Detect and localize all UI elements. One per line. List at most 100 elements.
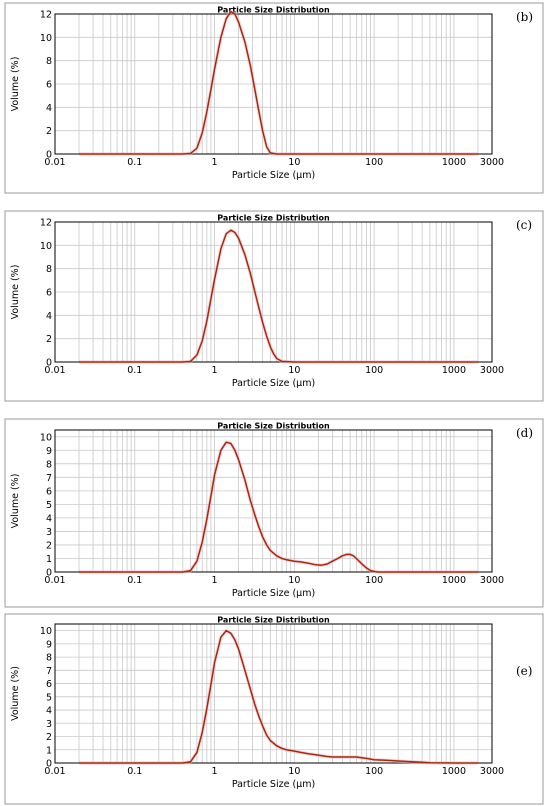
chart-title: Particle Size Distribution bbox=[217, 214, 330, 223]
y-tick-label: 6 bbox=[46, 679, 52, 690]
panel-label-c: (c) bbox=[516, 218, 533, 232]
x-tick-label: 0.01 bbox=[44, 766, 65, 777]
x-tick-label: 0.1 bbox=[127, 365, 142, 376]
panel-label-e: (e) bbox=[516, 664, 533, 678]
x-tick-label: 3000 bbox=[480, 766, 504, 777]
y-tick-label: 5 bbox=[46, 500, 52, 511]
x-tick-label: 100 bbox=[365, 766, 383, 777]
chart-panel-b: 0 2 4 6 8 10 12 0.01 0.1 1 10 100 1000 3000 Particle S… bbox=[0, 0, 550, 198]
x-tick-label: 1 bbox=[212, 766, 218, 777]
series-line bbox=[79, 229, 478, 363]
x-tick-label: 3000 bbox=[480, 365, 504, 376]
y-tick-label: 6 bbox=[46, 486, 52, 497]
series-halo bbox=[79, 440, 478, 574]
x-tick-label: 10 bbox=[288, 766, 300, 777]
panel-frame bbox=[4, 613, 544, 805]
x-tick-label: 100 bbox=[365, 157, 383, 168]
x-tick-label: 0.01 bbox=[44, 575, 65, 586]
plot-area bbox=[54, 221, 493, 363]
y-tick-label: 3 bbox=[46, 719, 52, 730]
y-tick-label: 1 bbox=[46, 745, 52, 756]
x-axis-label: Particle Size (µm) bbox=[232, 378, 315, 389]
x-axis-label: Particle Size (µm) bbox=[232, 779, 315, 790]
series-line bbox=[79, 441, 478, 573]
y-tick-label: 7 bbox=[46, 473, 52, 484]
y-axis-label: Volume (%) bbox=[10, 474, 21, 529]
x-tick-label: 3000 bbox=[480, 157, 504, 168]
x-tick-label: 0.01 bbox=[44, 365, 65, 376]
y-tick-label: 2 bbox=[46, 126, 52, 137]
series-line bbox=[79, 10, 478, 155]
y-tick-label: 0 bbox=[46, 358, 52, 369]
chart-panel-d: 0 1 2 3 4 5 6 7 8 9 10 0.01 0.1 1 10 100 1000 3000 Particl… bbox=[0, 416, 550, 612]
y-tick-label: 4 bbox=[46, 706, 52, 717]
x-tick-label: 1 bbox=[212, 365, 218, 376]
x-tick-label: 1000 bbox=[442, 766, 466, 777]
y-tick-label: 5 bbox=[46, 692, 52, 703]
x-axis-label: Particle Size (µm) bbox=[232, 170, 315, 181]
y-tick-label: 6 bbox=[46, 288, 52, 299]
y-tick-label: 10 bbox=[40, 432, 52, 443]
y-tick-label: 3 bbox=[46, 527, 52, 538]
panel-label-b: (b) bbox=[516, 10, 534, 24]
panel-label-d: (d) bbox=[516, 426, 534, 440]
y-tick-label: 0 bbox=[46, 150, 52, 161]
x-tick-label: 10 bbox=[288, 575, 300, 586]
y-tick-label: 2 bbox=[46, 732, 52, 743]
chart-panel-c: 0 2 4 6 8 10 12 0.01 0.1 1 10 100 1000 3000 Particle S… bbox=[0, 208, 550, 406]
y-tick-label: 0 bbox=[46, 568, 52, 579]
x-tick-label: 1000 bbox=[442, 157, 466, 168]
x-tick-label: 0.1 bbox=[127, 157, 142, 168]
psd-chart-e: 0 1 2 3 4 5 6 7 8 9 10 0.01 0.1 1 10 100 1000 3000 Particl… bbox=[4, 613, 544, 805]
panel-frame bbox=[4, 210, 544, 402]
psd-chart-b: 0 2 4 6 8 10 12 0.01 0.1 1 10 100 1000 3000 Particle S… bbox=[4, 2, 544, 194]
y-axis-label: Volume (%) bbox=[10, 265, 21, 320]
y-tick-label: 2 bbox=[46, 540, 52, 551]
y-tick-label: 12 bbox=[40, 218, 52, 229]
series-halo bbox=[79, 228, 478, 364]
y-tick-label: 10 bbox=[40, 241, 52, 252]
x-tick-label: 0.01 bbox=[44, 157, 65, 168]
y-tick-label: 4 bbox=[46, 103, 52, 114]
panel-frame bbox=[4, 418, 544, 608]
y-tick-label: 0 bbox=[46, 759, 52, 770]
chart-title: Particle Size Distribution bbox=[217, 422, 330, 431]
y-tick-label: 9 bbox=[46, 446, 52, 457]
x-tick-label: 1 bbox=[212, 157, 218, 168]
y-tick-label: 7 bbox=[46, 666, 52, 677]
y-tick-label: 2 bbox=[46, 334, 52, 345]
y-tick-label: 4 bbox=[46, 513, 52, 524]
y-axis-label: Volume (%) bbox=[10, 666, 21, 721]
y-tick-label: 1 bbox=[46, 554, 52, 565]
chart-panel-e: 0 1 2 3 4 5 6 7 8 9 10 0.01 0.1 1 10 100 1000 3000 Particl… bbox=[0, 612, 550, 806]
y-tick-label: 8 bbox=[46, 56, 52, 67]
y-tick-label: 10 bbox=[40, 626, 52, 637]
y-tick-label: 9 bbox=[46, 639, 52, 650]
x-tick-label: 10 bbox=[288, 157, 300, 168]
chart-title: Particle Size Distribution bbox=[217, 6, 330, 15]
x-tick-label: 1000 bbox=[442, 365, 466, 376]
series-line bbox=[79, 629, 478, 764]
plot-area bbox=[54, 429, 493, 573]
plot-area bbox=[54, 623, 493, 764]
panel-frame bbox=[4, 2, 544, 194]
x-axis-label: Particle Size (µm) bbox=[232, 588, 315, 599]
y-tick-label: 8 bbox=[46, 459, 52, 470]
y-tick-label: 8 bbox=[46, 653, 52, 664]
x-tick-label: 3000 bbox=[480, 575, 504, 586]
grid bbox=[54, 430, 493, 573]
x-tick-label: 10 bbox=[288, 365, 300, 376]
y-tick-label: 10 bbox=[40, 33, 52, 44]
y-tick-label: 6 bbox=[46, 80, 52, 91]
psd-chart-d: 0 1 2 3 4 5 6 7 8 9 10 0.01 0.1 1 10 100 1000 3000 Particl… bbox=[4, 418, 544, 608]
y-axis-label: Volume (%) bbox=[10, 57, 21, 112]
x-tick-label: 0.1 bbox=[127, 575, 142, 586]
x-tick-label: 1 bbox=[212, 575, 218, 586]
x-tick-label: 100 bbox=[365, 575, 383, 586]
x-tick-label: 1000 bbox=[442, 575, 466, 586]
series-halo bbox=[79, 9, 478, 156]
y-tick-label: 8 bbox=[46, 264, 52, 275]
x-tick-label: 100 bbox=[365, 365, 383, 376]
psd-chart-c: 0 2 4 6 8 10 12 0.01 0.1 1 10 100 1000 3000 Particle S… bbox=[4, 210, 544, 402]
x-tick-label: 0.1 bbox=[127, 766, 142, 777]
